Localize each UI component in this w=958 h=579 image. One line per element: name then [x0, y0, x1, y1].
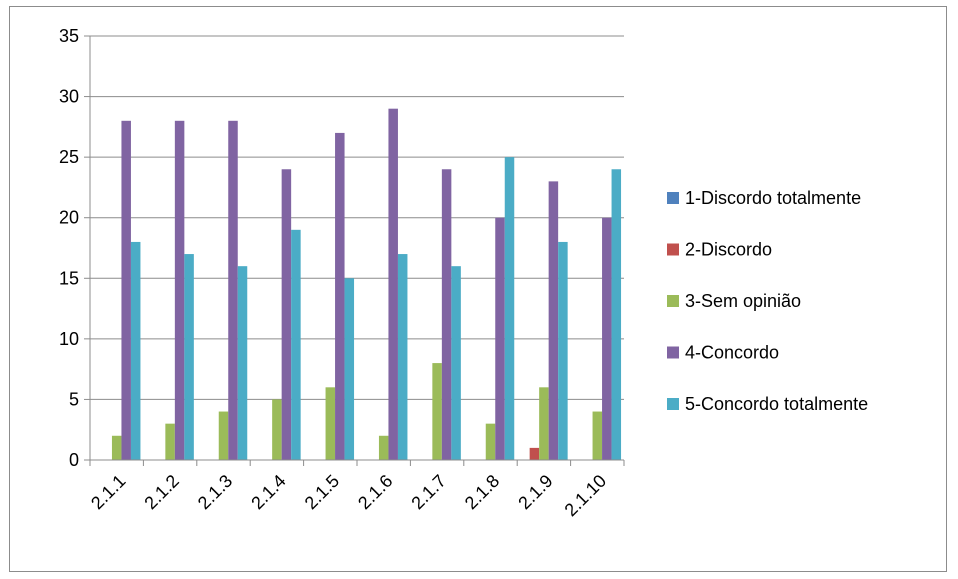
bar-3-2.1.5 — [325, 387, 336, 460]
y-tick-label: 35 — [59, 26, 79, 46]
bar-5-2.1.10 — [611, 169, 622, 460]
y-tick-label: 10 — [59, 329, 79, 349]
bar-3-2.1.8 — [485, 423, 496, 460]
x-tick-label: 2.1.7 — [407, 471, 449, 513]
bar-5-2.1.2 — [184, 254, 194, 460]
legend-swatch — [667, 398, 679, 410]
chart-frame: 0 5 10 15 20 25 30 35 2.1.1 2.1.2 2.1.3 2.1.4 2.1.5 2… — [9, 6, 947, 572]
bar-3-2.1.1 — [111, 435, 122, 460]
bar-3-2.1.9 — [539, 387, 549, 460]
bar-5-2.1.5 — [344, 278, 355, 460]
bar-4-2.1.5 — [335, 132, 345, 460]
y-tick-label: 25 — [59, 147, 79, 167]
x-tick-label: 2.1.10 — [561, 471, 611, 521]
bar-4-2.1.8 — [495, 217, 505, 460]
legend-swatch — [667, 192, 679, 204]
legend: 1-Discordo totalmente 2-Discordo 3-Sem opi… — [667, 188, 868, 414]
bar-3-2.1.3 — [218, 411, 229, 460]
bar-5-2.1.1 — [130, 241, 141, 460]
y-tick-label: 20 — [59, 208, 79, 228]
bar-5-2.1.4 — [291, 229, 301, 460]
x-tick-label: 2.1.3 — [194, 471, 236, 513]
bar-2-2.1.9 — [529, 447, 540, 460]
bar-chart: 0 5 10 15 20 25 30 35 2.1.1 2.1.2 2.1.3 2.1.4 2.1.5 2… — [59, 26, 868, 521]
bar-3-2.1.2 — [165, 423, 175, 460]
y-tick-label: 5 — [69, 389, 79, 409]
bar-3-2.1.7 — [432, 363, 442, 460]
legend-entry: 4-Concordo — [685, 343, 779, 363]
bar-3-2.1.10 — [592, 411, 603, 460]
legend-swatch — [667, 346, 679, 359]
x-tick-label: 2.1.5 — [301, 471, 343, 513]
gridlines — [90, 35, 624, 400]
x-tick-label: 2.1.4 — [247, 471, 289, 513]
bar-5-2.1.8 — [504, 157, 515, 460]
bar-4-2.1.6 — [388, 108, 398, 460]
bars — [111, 108, 622, 461]
bar-3-2.1.4 — [272, 399, 282, 460]
x-tick-label: 2.1.6 — [354, 471, 396, 513]
bar-4-2.1.2 — [174, 120, 185, 461]
legend-entry: 3-Sem opinião — [685, 291, 801, 311]
bar-4-2.1.9 — [548, 181, 559, 460]
legend-entry: 2-Discordo — [685, 240, 772, 260]
legend-entry: 1-Discordo totalmente — [685, 188, 861, 208]
bar-4-2.1.7 — [441, 169, 452, 460]
legend-swatch — [667, 295, 679, 307]
y-tick-label: 0 — [69, 450, 79, 470]
bar-4-2.1.1 — [121, 120, 131, 461]
x-tick-label: 2.1.8 — [461, 471, 503, 513]
x-tick-label: 2.1.1 — [87, 471, 129, 513]
bar-4-2.1.4 — [281, 169, 292, 460]
bar-5-2.1.6 — [397, 254, 408, 460]
bar-4-2.1.3 — [228, 120, 238, 461]
bar-5-2.1.9 — [558, 241, 568, 460]
bar-5-2.1.7 — [451, 266, 461, 460]
y-tick-label: 30 — [59, 87, 79, 107]
bar-3-2.1.6 — [378, 435, 389, 460]
x-tick-label: 2.1.9 — [514, 471, 556, 513]
legend-entry: 5-Concordo totalmente — [685, 394, 868, 414]
bar-5-2.1.3 — [237, 266, 248, 460]
x-tick-label: 2.1.2 — [140, 471, 182, 513]
y-tick-label: 15 — [59, 268, 79, 288]
bar-4-2.1.10 — [602, 217, 612, 460]
legend-swatch — [667, 243, 679, 256]
